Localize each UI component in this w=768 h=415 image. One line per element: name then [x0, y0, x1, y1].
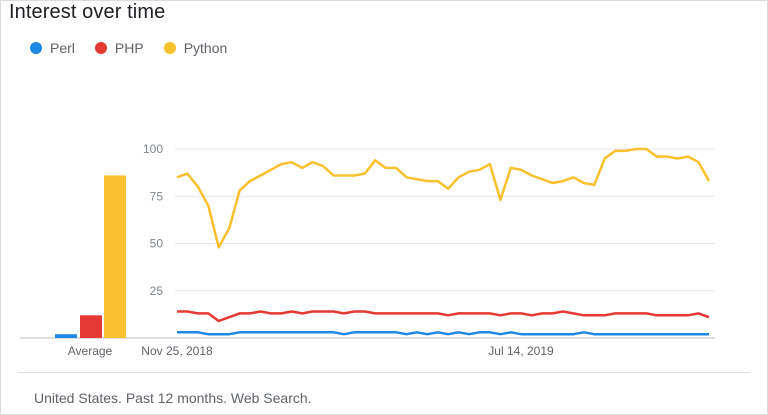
- average-bar-perl: [55, 334, 77, 338]
- series-line-python: [176, 147, 711, 249]
- legend-item-php[interactable]: PHP: [94, 40, 144, 56]
- chart-svg: 25 50 75 100 Nov 25, 2018 Jul 14, 2019 Average: [20, 142, 715, 358]
- y-tick-label-50: 50: [150, 237, 164, 251]
- average-label: Average: [68, 344, 113, 358]
- legend: Perl PHP Python: [30, 40, 227, 56]
- series-line-perl: [177, 331, 709, 336]
- average-bar-php: [80, 315, 102, 338]
- y-tick-label-25: 25: [150, 284, 164, 298]
- series-line-php: [177, 310, 710, 323]
- legend-label-perl: Perl: [50, 40, 75, 56]
- chart-title: Interest over time: [9, 1, 166, 23]
- legend-dot-python: [163, 42, 176, 54]
- legend-label-python: Python: [183, 40, 228, 56]
- average-bar-python: [104, 175, 126, 338]
- legend-item-python[interactable]: Python: [163, 40, 228, 56]
- legend-item-perl[interactable]: Perl: [30, 40, 75, 56]
- y-tick-label-100: 100: [143, 142, 163, 156]
- legend-label-php: PHP: [114, 40, 144, 56]
- x-tick-label-0: Nov 25, 2018: [141, 344, 213, 358]
- footer-note: United States. Past 12 months. Web Searc…: [34, 390, 312, 406]
- footer-divider: [18, 372, 750, 373]
- legend-dot-php: [94, 42, 107, 54]
- legend-dot-perl: [30, 42, 42, 54]
- y-tick-label-75: 75: [150, 189, 164, 203]
- x-tick-label-1: Jul 14, 2019: [488, 344, 554, 358]
